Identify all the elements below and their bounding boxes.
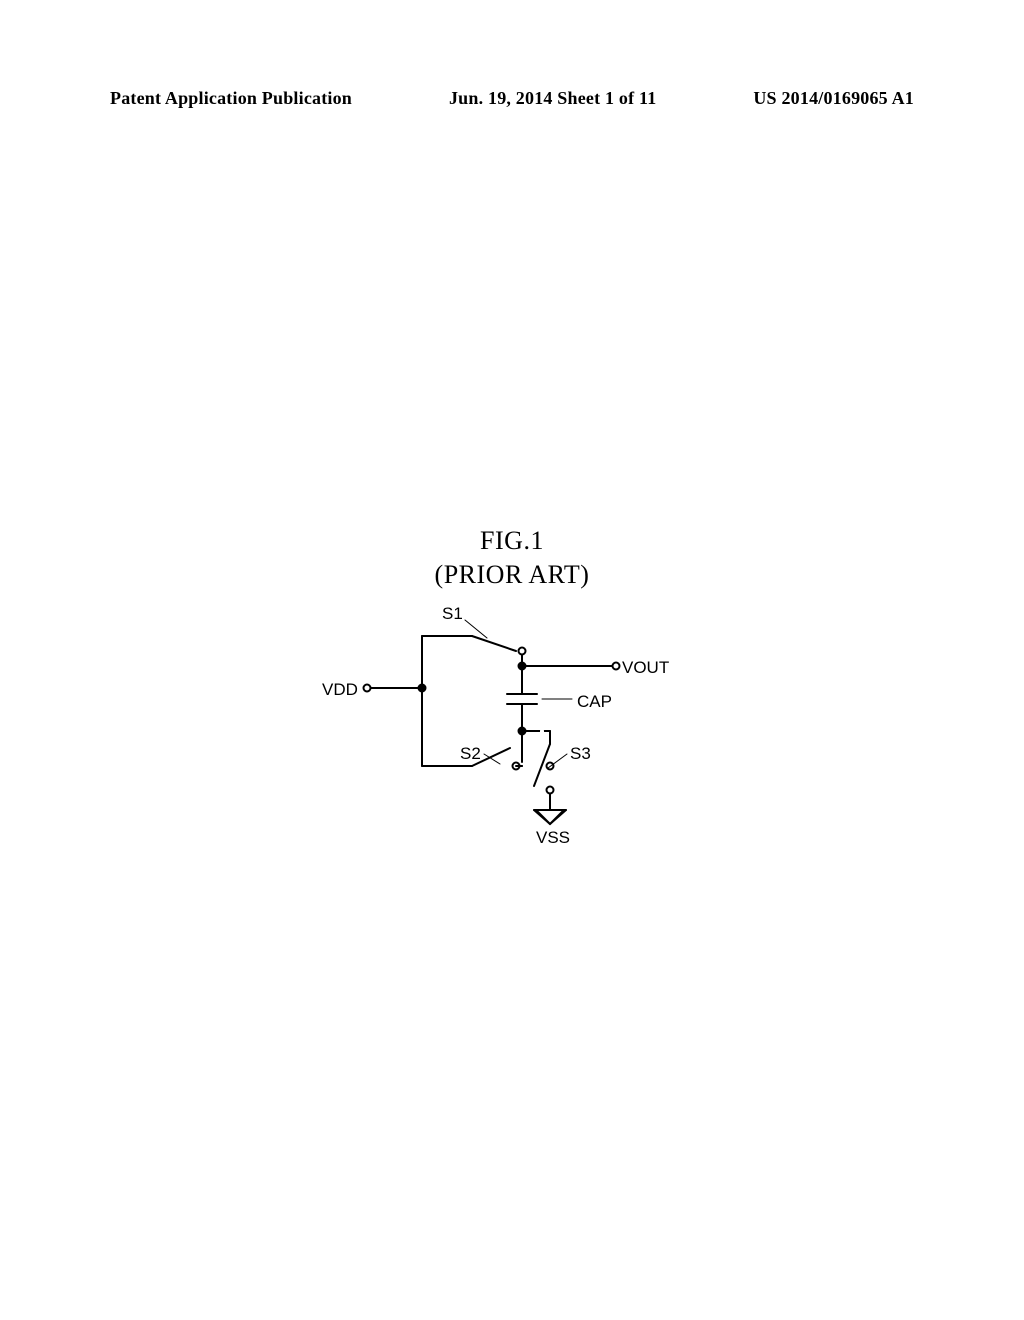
header-left: Patent Application Publication: [110, 88, 352, 109]
label-s1: S1: [442, 604, 463, 624]
circuit-diagram: S1 VDD VOUT CAP S2 S3 VSS: [322, 596, 682, 856]
header-right: US 2014/0169065 A1: [753, 88, 914, 109]
header-center: Jun. 19, 2014 Sheet 1 of 11: [449, 88, 656, 109]
circuit-svg: [322, 596, 682, 856]
label-cap: CAP: [577, 692, 612, 712]
label-s2: S2: [460, 744, 481, 764]
figure-subtitle: (PRIOR ART): [0, 560, 1024, 590]
label-vss: VSS: [536, 828, 570, 848]
page: Patent Application Publication Jun. 19, …: [0, 0, 1024, 1320]
label-vout: VOUT: [622, 658, 669, 678]
label-vdd: VDD: [322, 680, 358, 700]
label-s3: S3: [570, 744, 591, 764]
page-header: Patent Application Publication Jun. 19, …: [0, 88, 1024, 109]
figure-title: FIG.1: [0, 526, 1024, 556]
